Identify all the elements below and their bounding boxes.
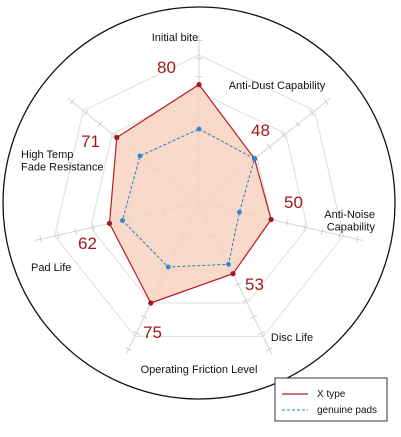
legend-label-x-type: X type: [317, 389, 346, 400]
axis-label: Disc Life: [271, 332, 313, 344]
axis-tick: [266, 347, 273, 352]
grid-ring: [54, 54, 344, 337]
axis-label-line: Fade Resistance: [21, 162, 104, 174]
legend: X type genuine pads: [274, 377, 388, 422]
axis-tick: [92, 223, 95, 231]
axis-tick: [338, 231, 341, 239]
series-x-type-area: [108, 83, 272, 304]
legend-box: [274, 377, 388, 422]
x-type-point: [114, 134, 120, 141]
axis-label: Pad Life: [31, 262, 71, 274]
legend-label-genuine-pads: genuine pads: [317, 405, 377, 416]
value-label: 80: [157, 58, 176, 77]
axis-tick: [234, 282, 242, 287]
axis-label-line: Initial bite: [152, 32, 198, 44]
axis-tick: [250, 314, 258, 319]
x-type-point: [268, 216, 274, 223]
genuine-pads-point: [137, 153, 143, 159]
x-type-point: [148, 300, 154, 306]
axis-tick: [140, 314, 148, 319]
value-label: 75: [143, 323, 162, 342]
axis-tick: [97, 121, 103, 128]
genuine-pads-point: [196, 126, 202, 132]
chart-frame: [2, 6, 396, 400]
grid-ring: [90, 91, 308, 304]
axis-tick: [267, 143, 273, 150]
axis-tick: [320, 227, 324, 235]
axis-label-line: High Temp: [21, 149, 73, 161]
axis-label-line: Operating Friction Level: [141, 364, 258, 376]
axis-tick: [285, 219, 289, 227]
axis-tick: [258, 331, 265, 336]
axis-label: Initial bite: [152, 32, 198, 44]
axis-tick: [242, 298, 250, 303]
axis-tick: [323, 98, 329, 105]
axis-label: Anti-Dust Capability: [229, 80, 326, 92]
axis-tick: [356, 235, 359, 243]
axis-tick: [133, 331, 140, 336]
axis-labels: 80 48 50 53 75 62 71 Initial bite Anti-Dust Capa…: [21, 32, 375, 376]
genuine-pads-point: [165, 264, 171, 270]
axis-label-line: Anti-Dust Capability: [229, 80, 326, 92]
value-label: 48: [251, 121, 270, 140]
axis-label-line: Capability: [327, 222, 376, 234]
x-type-point: [230, 271, 236, 277]
axis-tick: [295, 121, 301, 128]
axis-label: High Temp Fade Resistance: [21, 149, 104, 174]
axis-label: Anti-Noise Capability: [324, 209, 375, 234]
axis-tick: [309, 109, 315, 116]
axis-label-line: Disc Life: [271, 332, 313, 344]
axis-tick: [303, 223, 306, 231]
genuine-pads-point: [252, 156, 257, 162]
series-layer: [106, 82, 274, 306]
outer-circle: [2, 6, 396, 400]
axis-label: Operating Friction Level: [141, 364, 258, 376]
axis-tick: [74, 227, 78, 235]
axis-tick: [281, 132, 287, 139]
x-type-point: [196, 82, 202, 88]
axis-tick: [83, 109, 89, 116]
axis-label-line: Pad Life: [31, 262, 71, 274]
genuine-pads-point: [120, 218, 125, 223]
series-genuine-pads-line: [121, 128, 256, 268]
value-label: 50: [284, 193, 303, 212]
genuine-pads-point: [226, 261, 231, 267]
axis-tick: [57, 231, 60, 239]
axis-label-line: Anti-Noise: [324, 209, 375, 221]
axis-tick: [111, 132, 117, 139]
value-label: 71: [81, 132, 100, 151]
value-label: 62: [78, 234, 97, 253]
genuine-pads-point: [237, 209, 242, 215]
value-label: 53: [245, 275, 264, 294]
axis-tick: [69, 98, 75, 105]
axis-tick: [39, 235, 42, 243]
axis-tick: [125, 347, 132, 352]
x-type-point: [106, 220, 113, 226]
